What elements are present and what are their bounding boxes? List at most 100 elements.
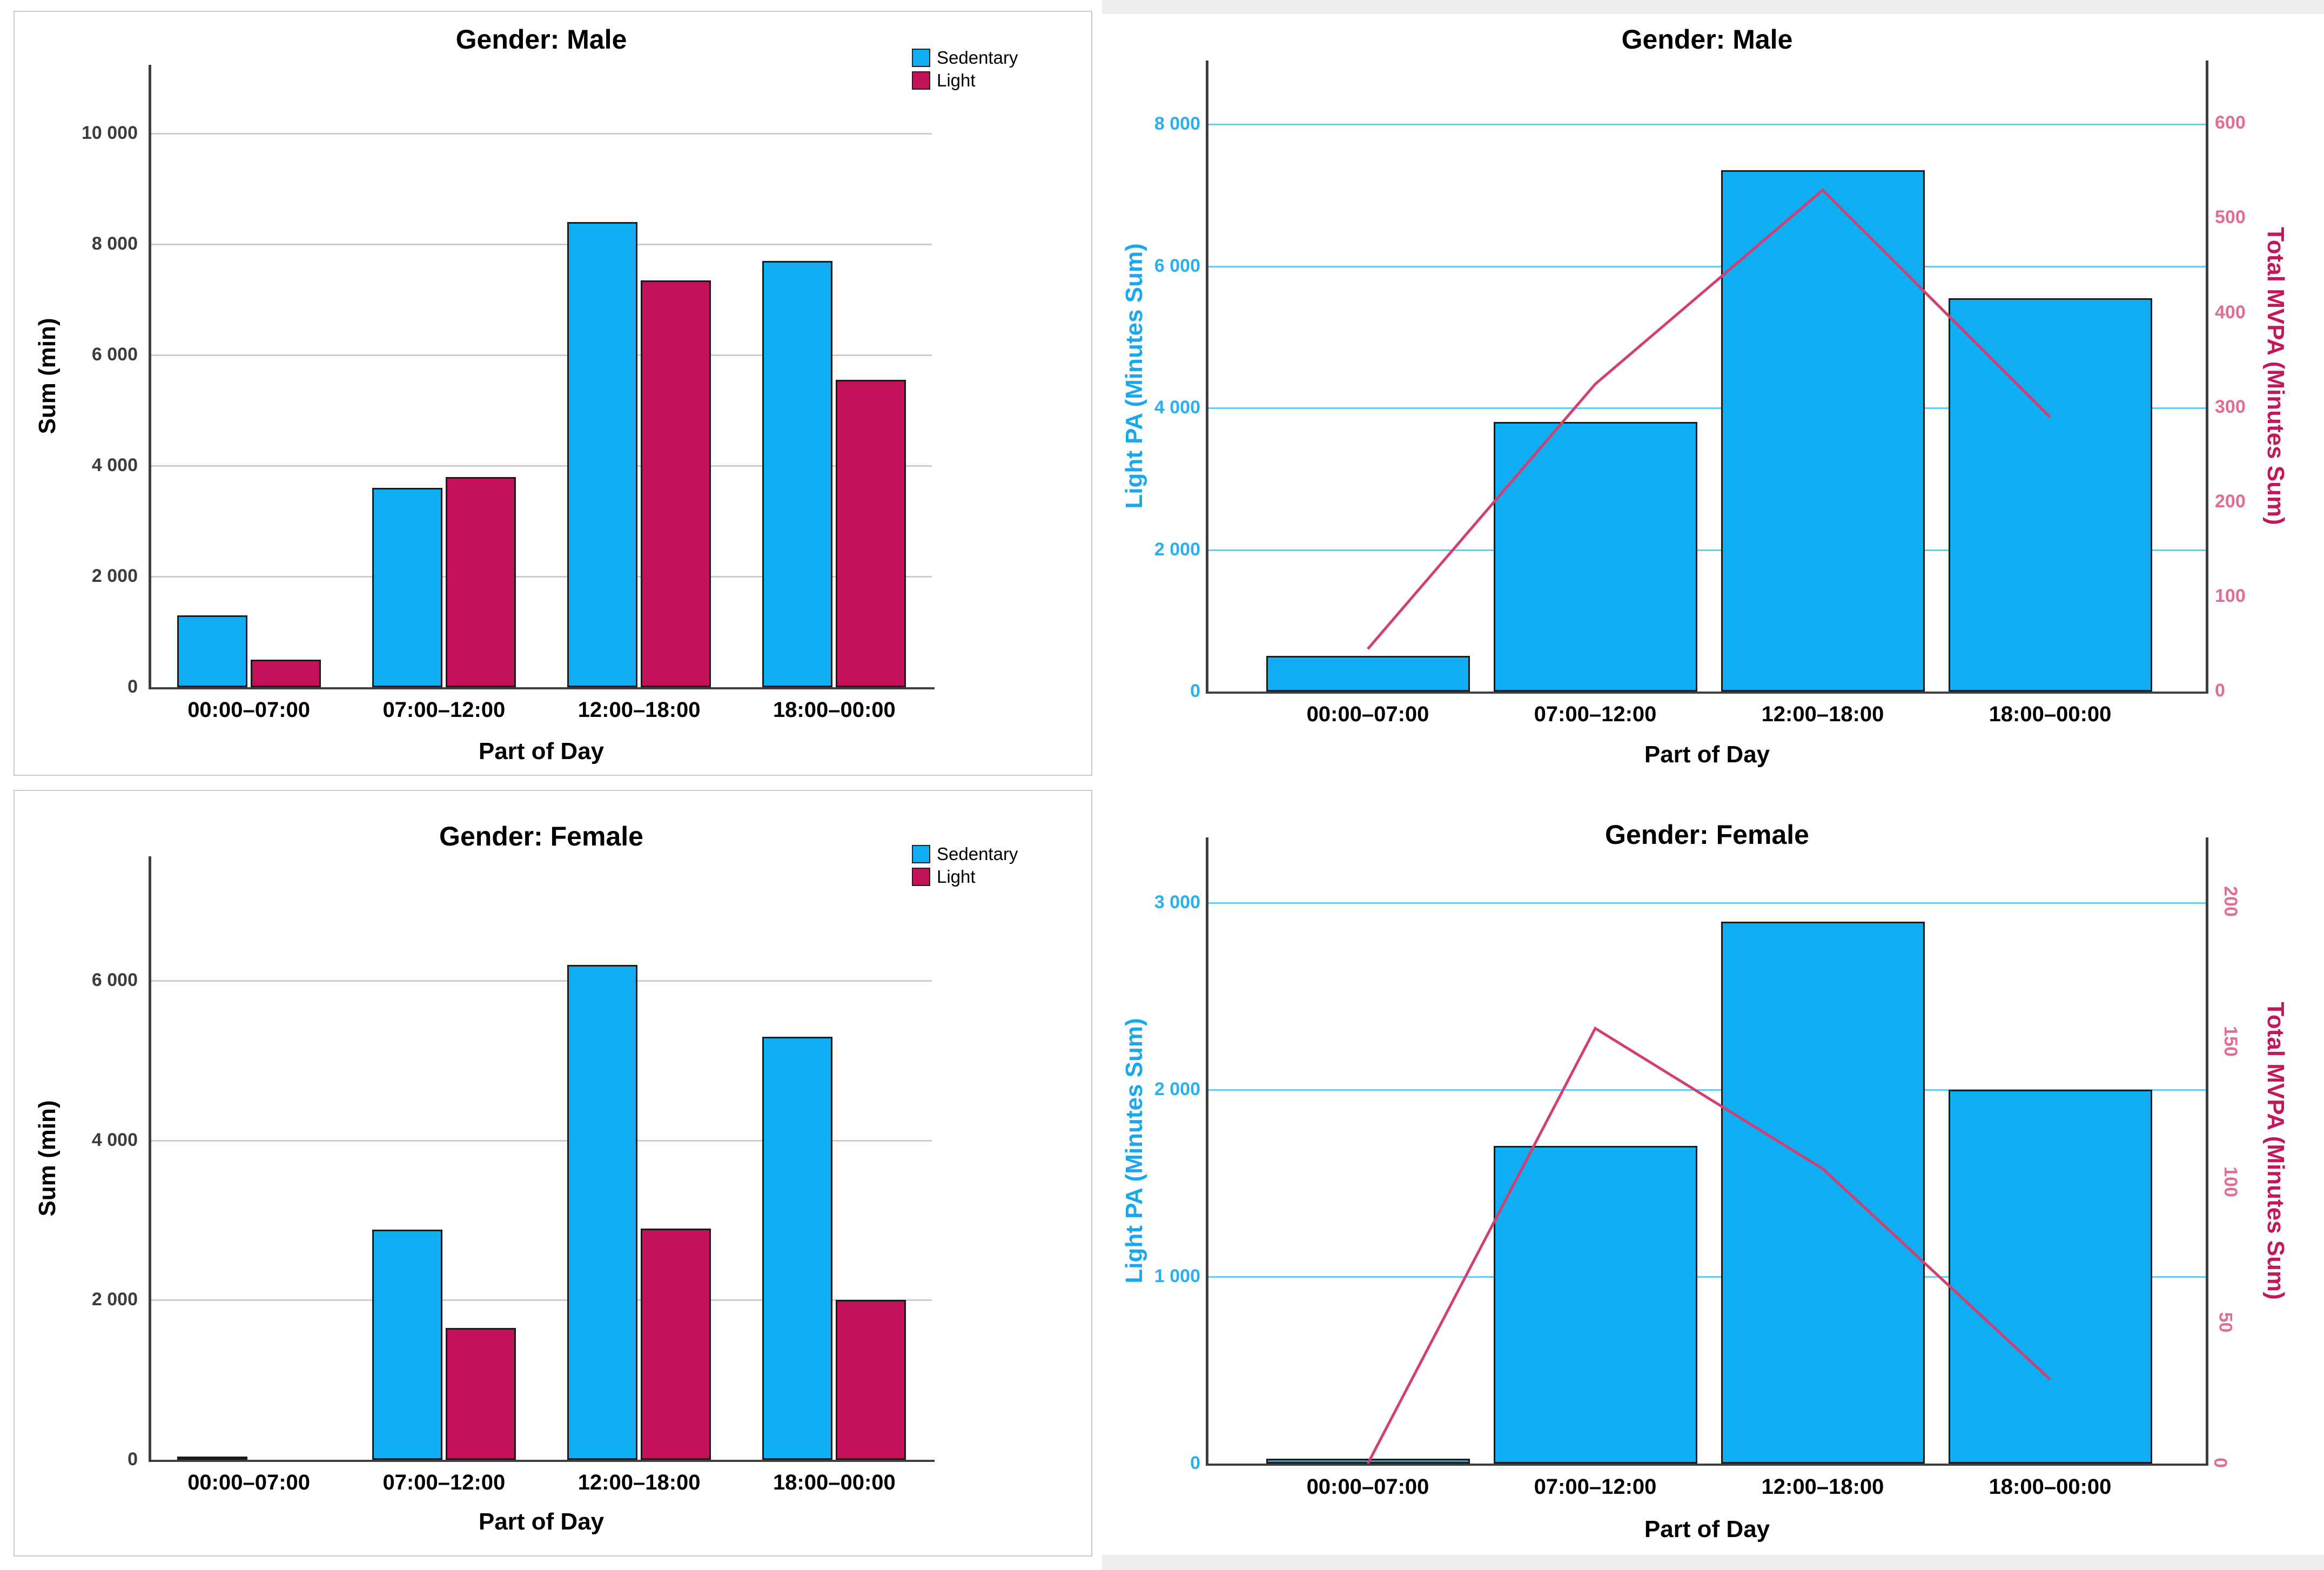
x-category-label: 12:00–18:00 [1761, 1475, 1884, 1499]
gridline [151, 576, 932, 578]
y-axis-line [1206, 61, 1208, 694]
gridline [151, 133, 932, 135]
y-axis-line [1206, 837, 1208, 1466]
y-axis-line [149, 65, 151, 689]
light-pa-bar [1948, 1090, 2152, 1464]
light-bar [445, 477, 516, 687]
x-axis-label: Part of Day [1644, 1516, 1770, 1542]
right-axis-line [2206, 61, 2208, 694]
panel-male-bar-chart [14, 11, 1092, 776]
light-pa-bar [1721, 921, 1925, 1464]
chart-title: Gender: Male [455, 24, 627, 55]
x-axis-label: Part of Day [478, 1508, 604, 1535]
legend-item-sedentary: Sedentary [912, 48, 1018, 68]
right-tick-label: 50 [2215, 1312, 2236, 1333]
left-tick-label: 8 000 [1154, 113, 1200, 135]
left-axis-label: Light PA (Minutes Sum) [1121, 1018, 1147, 1284]
x-axis-line [1206, 1464, 2208, 1466]
right-tick-label: 400 [2215, 301, 2246, 323]
y-axis-line [149, 856, 151, 1462]
gridline [151, 465, 932, 467]
light-swatch-icon [912, 71, 930, 90]
y-tick-label: 0 [127, 1449, 138, 1470]
right-axis-label: Total MVPA (Minutes Sum) [2262, 1002, 2289, 1300]
y-tick-label: 2 000 [91, 1289, 138, 1310]
right-tick-label: 0 [2215, 680, 2225, 701]
legend-item-light: Light [912, 867, 976, 887]
right-tick-label: 300 [2215, 396, 2246, 417]
sedentary-swatch-icon [912, 845, 930, 863]
top-gray-strip [1102, 0, 2324, 14]
sedentary-bar [567, 964, 638, 1460]
sedentary-swatch-icon [912, 49, 930, 67]
left-tick-label: 2 000 [1154, 539, 1200, 560]
x-category-label: 18:00–00:00 [1989, 702, 2112, 726]
right-tick-label: 0 [2209, 1458, 2231, 1468]
light-bar [250, 659, 321, 687]
gridline [1208, 407, 2206, 410]
legend-item-sedentary: Sedentary [912, 844, 1018, 864]
sedentary-bar [177, 615, 247, 687]
x-axis-line [1206, 692, 2208, 694]
mvpa-trend-line [1366, 1026, 2051, 1465]
light-pa-bar [1493, 1145, 1697, 1464]
right-axis-line [2206, 837, 2208, 1466]
x-axis-label: Part of Day [1644, 741, 1770, 768]
x-category-label: 12:00–18:00 [1761, 702, 1884, 726]
y-tick-label: 0 [127, 676, 138, 697]
left-tick-label: 0 [1190, 681, 1200, 701]
gridline [1208, 1089, 2206, 1091]
right-tick-label: 100 [2215, 585, 2246, 606]
x-category-label: 07:00–12:00 [1534, 1475, 1657, 1499]
light-pa-bar [1493, 422, 1697, 692]
light-pa-bar [1948, 298, 2152, 692]
sedentary-bar [372, 488, 442, 687]
x-category-label: 00:00–07:00 [187, 1471, 311, 1494]
x-axis-line [149, 687, 935, 689]
right-tick-label: 100 [2220, 1166, 2241, 1198]
right-tick-label: 600 [2215, 112, 2246, 133]
legend-label: Light [937, 867, 976, 887]
x-category-label: 18:00–00:00 [773, 1471, 896, 1494]
gridline [151, 1139, 932, 1142]
sedentary-bar [177, 1457, 247, 1460]
light-bar [836, 380, 906, 687]
legend-label: Sedentary [937, 844, 1018, 864]
x-category-label: 07:00–12:00 [382, 698, 506, 722]
left-axis-label: Light PA (Minutes Sum) [1121, 243, 1147, 509]
light-bar [836, 1300, 906, 1460]
legend-item-light: Light [912, 70, 976, 91]
left-tick-label: 0 [1190, 1453, 1200, 1473]
x-axis-line [149, 1460, 935, 1462]
y-tick-label: 4 000 [91, 1129, 138, 1150]
gridline [1208, 1276, 2206, 1278]
x-axis-label: Part of Day [478, 738, 604, 764]
left-tick-label: 6 000 [1154, 255, 1200, 276]
x-category-label: 00:00–07:00 [187, 698, 311, 722]
y-axis-label: Sum (min) [34, 1100, 61, 1217]
x-category-label: 18:00–00:00 [773, 698, 896, 722]
sedentary-bar [567, 222, 638, 687]
x-category-label: 00:00–07:00 [1306, 702, 1429, 726]
x-category-label: 00:00–07:00 [1306, 1475, 1429, 1499]
gridline [1208, 902, 2206, 904]
legend-label: Sedentary [937, 48, 1018, 68]
chart-title: Gender: Female [1605, 820, 1809, 850]
left-tick-label: 3 000 [1154, 892, 1200, 913]
x-category-label: 12:00–18:00 [577, 1471, 701, 1494]
bottom-gray-strip [1102, 1555, 2324, 1570]
x-category-label: 07:00–12:00 [1534, 702, 1657, 726]
gridline [151, 244, 932, 246]
y-tick-label: 6 000 [91, 344, 138, 365]
gridline [151, 980, 932, 982]
light-swatch-icon [912, 868, 930, 886]
right-tick-label: 150 [2220, 1026, 2241, 1057]
light-bar [445, 1328, 516, 1460]
right-axis-label: Total MVPA (Minutes Sum) [2262, 227, 2289, 525]
x-category-label: 07:00–12:00 [382, 1471, 506, 1494]
gridline [151, 1299, 932, 1301]
gridline [1208, 549, 2206, 551]
sedentary-bar [762, 260, 833, 687]
mvpa-trend-line [1367, 188, 2051, 650]
